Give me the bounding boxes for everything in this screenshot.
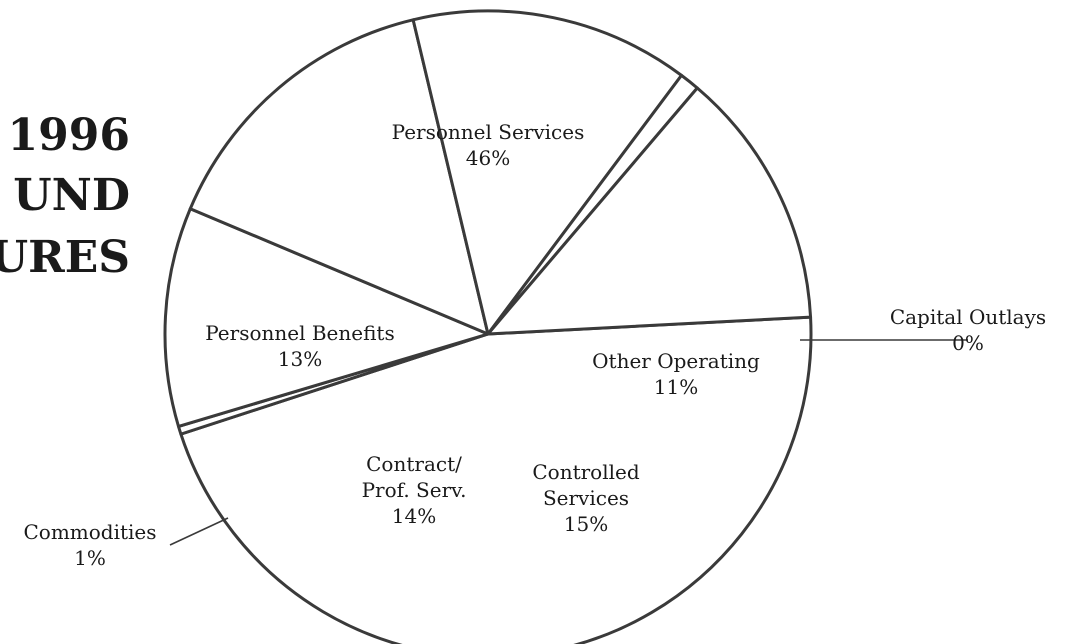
slice-name-6: Personnel Benefits (205, 321, 395, 345)
slice-name-3: Controlled (532, 460, 639, 484)
slice-name-4: Contract/ (366, 452, 462, 476)
slice-label-3: Controlled Services 15% (532, 460, 639, 536)
pie-slice-6 (486, 86, 813, 336)
title-line-2: UND (13, 170, 130, 221)
chart-title: 1996 UND URES (0, 110, 130, 283)
slice-name-0: Personnel Services (392, 120, 585, 144)
slice-name-4: Prof. Serv. (362, 478, 467, 502)
slice-name-2: Other Operating (592, 349, 760, 373)
pie-slices (163, 9, 813, 644)
pie-slice-3 (188, 18, 490, 336)
slice-name-3: Services (543, 486, 629, 510)
leader-lines (169, 339, 968, 546)
slice-value-6: 13% (278, 347, 322, 371)
slice-name-5: Commodities (23, 520, 156, 544)
slice-labels: Personnel Services 46% Capital Outlays 0% Ot… (23, 120, 1046, 570)
slice-name-1: Capital Outlays (890, 305, 1046, 329)
slice-value-2: 11% (654, 375, 698, 399)
slice-value-1: 0% (952, 331, 984, 355)
slice-value-3: 15% (564, 512, 608, 536)
pie-slice-0 (179, 315, 813, 644)
slice-label-1: Capital Outlays 0% (890, 305, 1046, 355)
slice-label-4: Contract/Prof. Serv. 14% (362, 452, 467, 528)
slice-label-5: Commodities 1% (23, 520, 156, 570)
leader-line-5 (169, 517, 229, 546)
slice-value-5: 1% (74, 546, 106, 570)
slice-value-4: 14% (392, 504, 436, 528)
pie-slice-4 (411, 9, 683, 336)
title-line-1: 1996 (8, 110, 130, 161)
slice-label-2: Other Operating 11% (592, 349, 760, 399)
slice-label-0: Personnel Services 46% (392, 120, 585, 170)
title-line-3: URES (0, 232, 130, 283)
slice-value-0: 46% (466, 146, 510, 170)
pie-slice-2 (163, 207, 490, 428)
slice-label-6: Personnel Benefits 13% (205, 321, 395, 371)
